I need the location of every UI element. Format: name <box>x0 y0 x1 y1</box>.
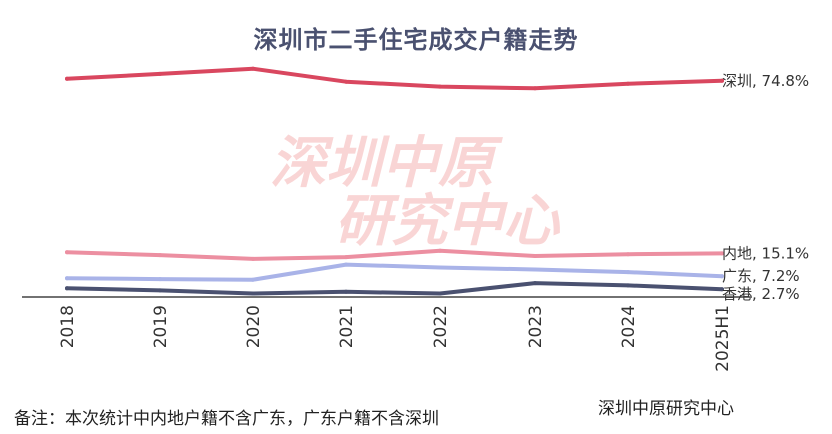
data-point-1-3 <box>344 255 348 260</box>
data-point-2-1 <box>158 277 162 282</box>
series-layer <box>65 66 724 296</box>
data-point-3-1 <box>158 288 162 293</box>
x-tick-labels: 2018 2019 2020 2021 2022 2023 2024 2025H1 <box>58 305 733 372</box>
data-point-3-2 <box>251 291 255 296</box>
series-label-3: 香港, 2.7% <box>722 285 800 303</box>
data-point-1-0 <box>65 250 69 255</box>
data-point-3-5 <box>533 281 537 286</box>
data-point-1-7 <box>720 251 724 256</box>
data-point-0-0 <box>65 76 69 81</box>
x-tick-label-6: 2024 <box>619 305 639 348</box>
data-point-2-0 <box>65 276 69 281</box>
data-point-1-5 <box>533 254 537 258</box>
x-tick-label-4: 2022 <box>431 305 451 348</box>
data-point-1-6 <box>626 252 630 257</box>
data-point-1-4 <box>438 248 442 253</box>
data-point-2-4 <box>438 265 442 270</box>
footnote: 备注：本次统计中内地户籍不含广东，广东户籍不含深圳 <box>14 409 439 429</box>
series-line-0 <box>65 66 724 91</box>
data-point-3-0 <box>65 286 69 291</box>
data-point-3-7 <box>720 287 724 292</box>
x-tick-label-2: 2020 <box>244 305 264 348</box>
series-line-3 <box>65 281 724 296</box>
data-point-2-2 <box>251 277 255 282</box>
series-label-1: 内地, 15.1% <box>722 244 809 262</box>
x-tick-label-0: 2018 <box>58 305 78 348</box>
series-line-1 <box>65 248 724 261</box>
data-point-0-3 <box>344 79 348 84</box>
data-point-0-5 <box>533 86 537 91</box>
data-point-3-3 <box>344 289 348 294</box>
series-label-2: 广东, 7.2% <box>722 267 800 285</box>
x-tick-label-7: 2025H1 <box>713 305 733 372</box>
data-point-0-2 <box>251 66 255 71</box>
source-label: 深圳中原研究中心 <box>598 399 734 419</box>
data-point-1-2 <box>251 256 255 261</box>
data-point-2-7 <box>720 274 724 279</box>
data-point-0-6 <box>626 81 630 86</box>
data-point-2-5 <box>533 267 537 272</box>
chart-title: 深圳市二手住宅成交户籍走势 <box>253 26 579 54</box>
series-line-2 <box>65 262 724 282</box>
data-point-0-1 <box>158 71 162 76</box>
watermark-line-1: 深圳中原 <box>270 131 503 196</box>
watermark: 深圳中原 研究中心 <box>270 131 561 254</box>
data-point-0-4 <box>438 84 442 89</box>
series-end-labels: 深圳, 74.8% 内地, 15.1% 广东, 7.2%香港, 2.7% <box>722 72 809 303</box>
watermark-line-2: 研究中心 <box>335 189 561 254</box>
data-point-3-4 <box>438 291 442 296</box>
data-point-3-6 <box>626 283 630 288</box>
data-point-0-7 <box>720 78 724 83</box>
x-tick-label-5: 2023 <box>526 305 546 348</box>
x-tick-label-3: 2021 <box>337 305 357 348</box>
series-label-0: 深圳, 74.8% <box>722 72 809 90</box>
data-point-1-1 <box>158 253 162 258</box>
data-point-2-3 <box>344 262 348 267</box>
data-point-2-6 <box>626 270 630 275</box>
x-tick-label-1: 2019 <box>151 305 171 348</box>
